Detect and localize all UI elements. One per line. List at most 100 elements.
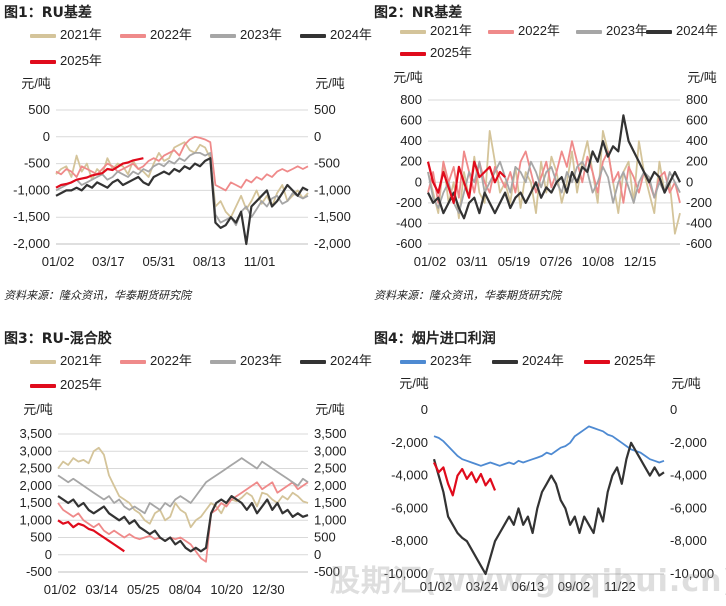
x-tick-label: 03/17 [92, 254, 125, 269]
y-tick-label-right: 0 [670, 402, 677, 417]
x-tick-label: 10/08 [582, 254, 615, 269]
legend-swatch [210, 33, 236, 38]
chart-source: 资料来源：隆众资讯，华泰期货研究院 [4, 290, 191, 302]
x-tick-label: 11/22 [604, 579, 636, 594]
y-tick-label-right: 3,000 [314, 443, 347, 458]
chart-panel-ru-basis: 图1：RU基差 2021年 2022年 2023年 2024年 2025年 元/吨 元/吨… [0, 0, 372, 302]
y-tick-label-right: 2,500 [314, 461, 347, 476]
legend-label: 2024年 [330, 27, 372, 42]
legend-swatch [30, 59, 56, 64]
chart-plot: 元/吨 元/吨 3,500 3,500 3,000 3,000 2,500 2,500 2,00… [19, 402, 347, 597]
legend-label: 2021年 [430, 23, 472, 38]
y-tick-label-left: 0 [415, 174, 422, 189]
legend-item: 2025年 [30, 374, 102, 393]
y-tick-label-left: 500 [30, 530, 52, 545]
legend-item: 2025年 [30, 50, 102, 69]
y-tick-label-right: -2,000 [670, 435, 707, 450]
y-tick-label-left: 1,000 [19, 512, 52, 527]
y-tick-label-left: -200 [396, 195, 422, 210]
y-tick-label-left: 0 [43, 129, 50, 144]
y-tick-label-right: 200 [686, 154, 708, 169]
y-tick-label-left: -4,000 [391, 468, 428, 483]
y-tick-label-left: 3,500 [19, 426, 52, 441]
y-tick-label-left: -500 [26, 564, 52, 579]
series-line [57, 494, 309, 553]
legend-swatch [30, 383, 56, 388]
x-tick-label: 08/04 [169, 582, 202, 597]
y-tick-label-left: -1,500 [13, 209, 50, 224]
y-tick-label-left: 800 [400, 92, 422, 107]
chart-title: 图2：NR基差 [374, 5, 463, 21]
y-tick-label-right: -500 [314, 564, 340, 579]
legend-swatch [30, 359, 56, 364]
series-line [427, 114, 681, 220]
y-tick-label-right: 400 [686, 133, 708, 148]
y-tick-label-right: 800 [686, 92, 708, 107]
x-tick-label: 01/02 [414, 254, 447, 269]
legend-item: 2021年 [400, 20, 472, 39]
legend-swatch [400, 359, 426, 364]
y-tick-label-right: 500 [314, 102, 336, 117]
unit-label-left: 元/吨 [23, 402, 53, 417]
x-tick-label: 11/01 [244, 254, 276, 269]
series-line [55, 152, 309, 227]
y-tick-label-right: 0 [686, 174, 693, 189]
x-tick-label: 05/31 [143, 254, 176, 269]
legend-label: 2024年 [330, 353, 372, 368]
legend-label: 2025年 [430, 45, 472, 60]
legend-item: 2024年 [300, 24, 372, 43]
legend-swatch [400, 29, 426, 34]
unit-label-right: 元/吨 [671, 376, 701, 391]
chart-plot: 元/吨 元/吨 800 800 600 600 400 400 200 200 0 0 -200 -200… [393, 70, 717, 269]
chart-panel-nr-basis: 图2：NR基差 2021年 2022年 2023年 2024年 2025年 元/吨 元/吨… [370, 0, 726, 302]
x-tick-label: 10/20 [210, 582, 243, 597]
legend-item: 2024年 [646, 20, 718, 39]
legend-label: 2021年 [60, 353, 102, 368]
legend-swatch [576, 29, 602, 34]
y-tick-label-left: 0 [45, 547, 52, 562]
unit-label-right: 元/吨 [687, 70, 717, 85]
series-line [433, 462, 497, 497]
x-tick-label: 12/15 [624, 254, 657, 269]
chart-legend: 2021年 2022年 2023年 2024年 2025年 [0, 24, 372, 70]
y-tick-label-left: -8,000 [391, 533, 428, 548]
unit-label-left: 元/吨 [393, 70, 423, 85]
y-tick-label-left: 1,500 [19, 495, 52, 510]
chart-legend: 2021年 2022年 2023年 2024年 2025年 [370, 20, 726, 66]
chart-plot: 元/吨 元/吨 0 0 -2,000 -2,000 -4,000 -4,000 -6,000 -6… [384, 376, 714, 594]
chart-panel-smoked-sheet-import-profit: 图4：烟片进口利润 2023年 2024年 2025年 元/吨 元/吨 0 0 -2,000… [370, 326, 726, 604]
y-tick-label-left: -10,000 [384, 566, 428, 581]
y-tick-label-left: 2,000 [19, 478, 52, 493]
watermark-text: 股期汇(www.guqihui.cn) [330, 564, 726, 599]
series-line [57, 519, 125, 553]
y-tick-label-right: -2,000 [314, 236, 351, 251]
series-line [432, 441, 665, 576]
legend-label: 2025年 [60, 53, 102, 68]
y-tick-label-right: -200 [686, 195, 712, 210]
y-tick-label-left: 0 [421, 402, 428, 417]
x-tick-label: 09/02 [558, 579, 591, 594]
chart-legend: 2021年 2022年 2023年 2024年 2025年 [0, 350, 372, 396]
legend-label: 2023年 [240, 353, 282, 368]
y-tick-label-left: -1,000 [13, 182, 50, 197]
legend-item: 2023年 [210, 350, 282, 369]
legend-swatch [584, 359, 610, 364]
series-line [57, 457, 309, 515]
x-tick-label: 06/13 [512, 579, 545, 594]
y-tick-label-left: -600 [396, 236, 422, 251]
legend-swatch [120, 359, 146, 364]
legend-label: 2022年 [518, 23, 560, 38]
legend-swatch [300, 359, 326, 364]
y-tick-label-right: 500 [314, 530, 336, 545]
x-tick-label: 03/14 [85, 582, 118, 597]
y-tick-label-right: 0 [314, 129, 321, 144]
y-tick-label-right: 1,500 [314, 495, 347, 510]
legend-label: 2023年 [240, 27, 282, 42]
legend-swatch [400, 51, 426, 56]
legend-item: 2025年 [584, 350, 656, 369]
legend-item: 2022年 [120, 24, 192, 43]
legend-label: 2024年 [522, 353, 564, 368]
y-tick-label-right: 1,000 [314, 512, 347, 527]
y-tick-label-right: -600 [686, 236, 712, 251]
legend-item: 2022年 [120, 350, 192, 369]
